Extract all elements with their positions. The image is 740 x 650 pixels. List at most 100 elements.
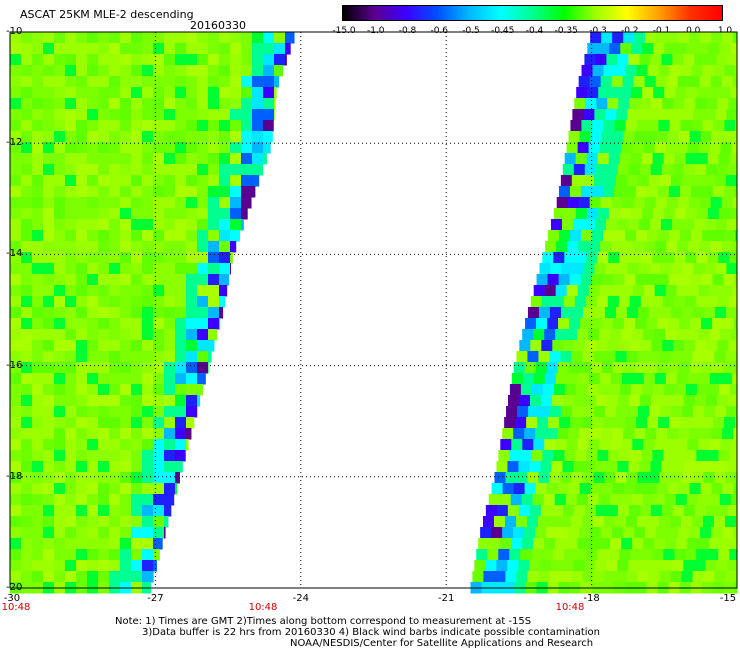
wind-cell <box>722 428 734 440</box>
wind-cell <box>43 417 55 429</box>
wind-cell <box>43 230 55 242</box>
wind-cell <box>65 527 77 539</box>
wind-cell <box>573 560 585 572</box>
wind-cell <box>715 219 728 231</box>
wind-cell <box>724 417 736 429</box>
wind-cell <box>219 153 231 165</box>
wind-cell <box>610 373 623 385</box>
wind-cell <box>603 417 615 429</box>
wind-cell <box>241 43 253 55</box>
wind-cell <box>109 65 121 77</box>
wind-cell <box>43 98 55 110</box>
wind-cell <box>504 417 516 429</box>
wind-cell <box>87 153 99 165</box>
wind-cell <box>43 351 55 363</box>
wind-cell <box>676 538 688 550</box>
wind-cell <box>729 252 738 264</box>
wind-cell <box>563 296 576 308</box>
wind-cell <box>252 76 264 88</box>
wind-cell <box>590 483 603 495</box>
wind-cell <box>10 307 22 319</box>
wind-cell <box>682 109 694 121</box>
wind-cell <box>10 450 22 462</box>
wind-cell <box>572 109 584 121</box>
wind-cell <box>76 131 88 143</box>
wind-cell <box>529 560 541 572</box>
wind-cell <box>109 175 121 187</box>
wind-cell <box>32 307 44 319</box>
wind-cell <box>54 384 66 396</box>
wind-cell <box>617 505 630 517</box>
wind-cell <box>665 285 678 297</box>
wind-cell <box>689 527 701 539</box>
wind-cell <box>671 109 683 121</box>
wind-cell <box>54 274 66 286</box>
wind-cell <box>10 395 22 407</box>
map-frame <box>9 31 738 589</box>
wind-cell <box>54 329 66 341</box>
wind-cell <box>715 406 727 418</box>
wind-cell <box>219 241 231 253</box>
wind-cell <box>719 43 731 55</box>
wind-cell <box>725 472 737 484</box>
wind-cell <box>649 406 661 418</box>
wind-cell <box>164 362 176 374</box>
wind-cell <box>153 450 165 462</box>
wind-cell <box>10 340 22 352</box>
wind-cell <box>274 109 275 121</box>
wind-cell <box>175 230 187 242</box>
wind-cell <box>175 263 187 275</box>
wind-cell <box>533 538 545 550</box>
wind-cell <box>577 439 589 451</box>
wind-cell <box>153 395 165 407</box>
wind-cell <box>87 395 99 407</box>
wind-cell <box>219 219 231 231</box>
wind-cell <box>551 560 563 572</box>
wind-cell <box>219 186 231 198</box>
wind-cell <box>164 505 172 517</box>
wind-cell <box>43 76 55 88</box>
wind-cell <box>87 307 99 319</box>
wind-cell <box>76 230 88 242</box>
wind-cell <box>636 417 648 429</box>
wind-cell <box>186 208 198 220</box>
wind-cell <box>43 263 55 275</box>
wind-cell <box>723 318 735 330</box>
wind-cell <box>625 417 637 429</box>
wind-cell <box>252 54 264 66</box>
wind-cell <box>633 197 646 209</box>
wind-cell <box>21 373 33 385</box>
wind-cell <box>10 54 22 66</box>
wind-cell <box>208 340 215 352</box>
wind-cell <box>513 362 526 374</box>
wind-cell <box>186 164 198 176</box>
wind-cell <box>585 296 598 308</box>
wind-cell <box>54 186 66 198</box>
wind-cell <box>109 274 121 286</box>
wind-cell <box>10 142 22 154</box>
wind-cell <box>98 153 110 165</box>
wind-cell <box>175 43 187 55</box>
wind-cell <box>560 175 573 187</box>
wind-cell <box>21 406 33 418</box>
wind-cell <box>76 549 88 561</box>
wind-cell <box>518 395 531 407</box>
wind-cell <box>164 109 176 121</box>
wind-cell <box>542 384 555 396</box>
wind-cell <box>609 87 621 99</box>
wind-cell <box>54 571 66 583</box>
wind-cell <box>21 538 33 550</box>
wind-cell <box>98 307 110 319</box>
wind-cell <box>597 450 609 462</box>
wind-cell <box>660 406 672 418</box>
wind-cell <box>54 263 66 275</box>
wind-cell <box>639 560 651 572</box>
wind-cell <box>682 219 695 231</box>
wind-cell <box>732 197 738 209</box>
wind-cell <box>724 516 737 528</box>
wind-cell <box>678 527 690 539</box>
wind-cell <box>516 472 528 484</box>
wind-cell <box>131 285 143 297</box>
wind-cell <box>669 417 681 429</box>
wind-cell <box>544 285 557 297</box>
